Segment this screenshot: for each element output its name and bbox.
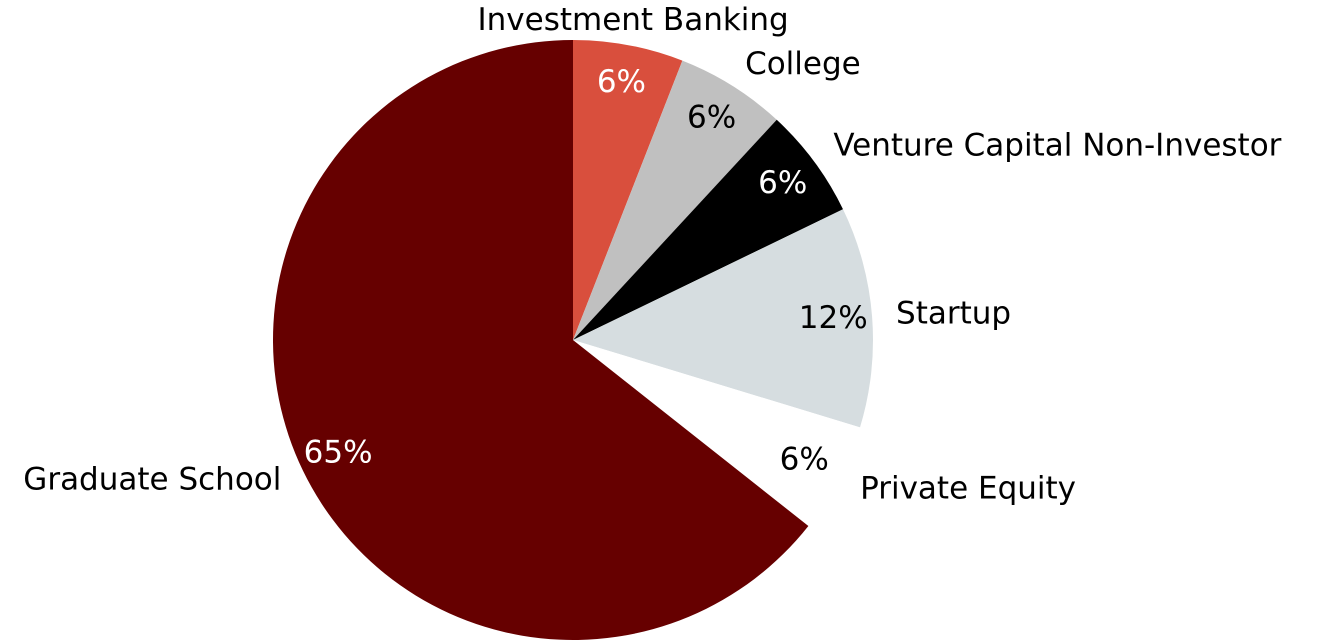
- category-label: College: [745, 46, 861, 82]
- pie-slice: [573, 119, 844, 340]
- category-label: Startup: [896, 295, 1011, 331]
- pie-slice: [573, 209, 873, 428]
- value-label: 6%: [780, 442, 829, 478]
- pie-slice: [272, 40, 809, 640]
- category-label: Venture Capital Non-Investor: [833, 128, 1281, 164]
- category-label: Graduate School: [23, 462, 281, 498]
- value-label: 65%: [304, 434, 373, 470]
- value-label: 6%: [687, 99, 736, 135]
- value-label: 6%: [597, 64, 646, 100]
- pie-slice: [573, 60, 777, 341]
- category-label: Private Equity: [860, 471, 1076, 507]
- category-label: Investment Banking: [477, 2, 788, 38]
- value-label: 12%: [799, 300, 868, 336]
- value-label: 6%: [758, 165, 807, 201]
- pie-slice: [573, 40, 683, 340]
- pie-slice: [573, 340, 860, 527]
